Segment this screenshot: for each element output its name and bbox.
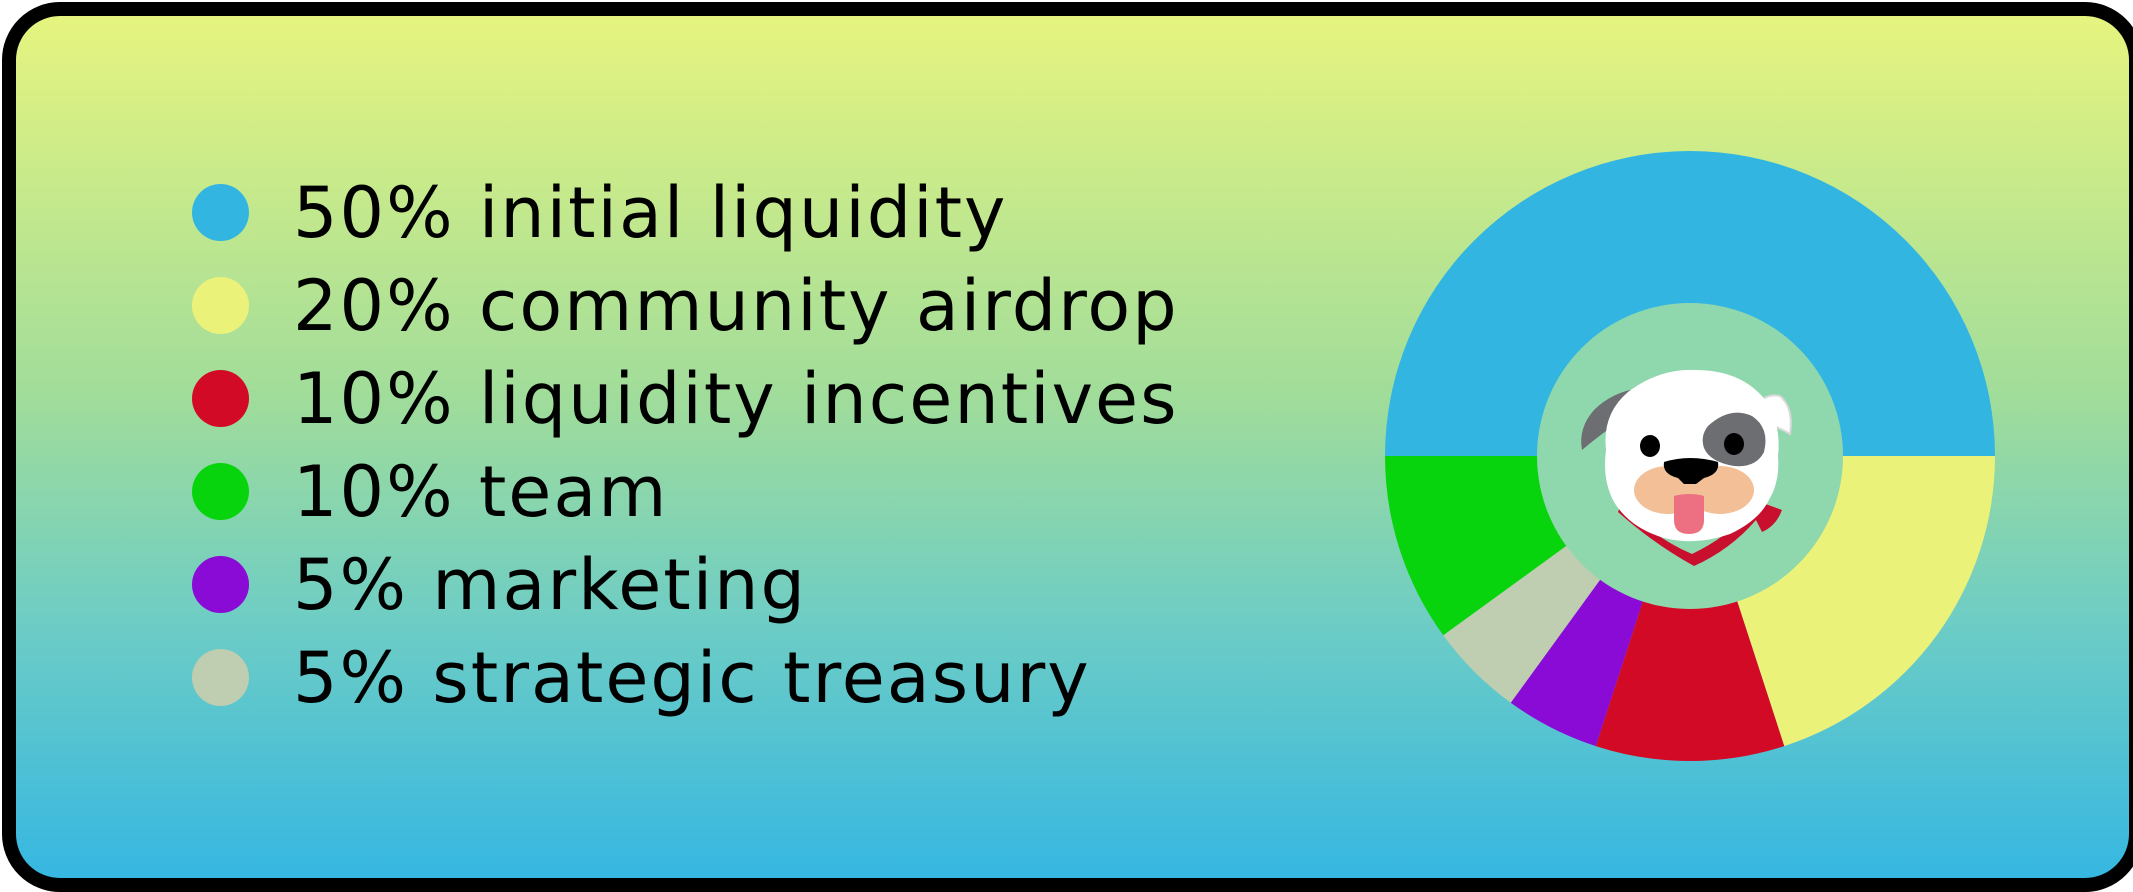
legend-swatch bbox=[192, 463, 249, 520]
legend-item: 5% marketing bbox=[192, 538, 1179, 631]
legend-label: 5% strategic treasury bbox=[293, 636, 1091, 719]
legend-swatch bbox=[192, 649, 249, 706]
legend-item: 10% team bbox=[192, 445, 1179, 538]
donut-slice bbox=[1443, 544, 1602, 703]
legend-item: 20% community airdrop bbox=[192, 259, 1179, 352]
chart-legend: 50% initial liquidity 20% community aird… bbox=[192, 166, 1179, 724]
legend-label: 20% community airdrop bbox=[293, 264, 1179, 347]
donut-chart bbox=[1385, 151, 1995, 762]
legend-label: 5% marketing bbox=[293, 543, 807, 626]
legend-label: 10% liquidity incentives bbox=[293, 357, 1179, 440]
legend-item: 10% liquidity incentives bbox=[192, 352, 1179, 445]
legend-label: 10% team bbox=[293, 450, 669, 533]
legend-item: 5% strategic treasury bbox=[192, 631, 1179, 724]
legend-item: 50% initial liquidity bbox=[192, 166, 1179, 259]
legend-label: 50% initial liquidity bbox=[293, 171, 1008, 254]
donut-slice bbox=[1736, 456, 1995, 747]
legend-swatch bbox=[192, 184, 249, 241]
legend-swatch bbox=[192, 370, 249, 427]
legend-swatch bbox=[192, 277, 249, 334]
donut-slice bbox=[1385, 456, 1569, 636]
donut-slice bbox=[1510, 577, 1644, 747]
dog-mascot-icon bbox=[1581, 369, 1792, 566]
donut-slice bbox=[1595, 598, 1785, 762]
legend-swatch bbox=[192, 556, 249, 613]
